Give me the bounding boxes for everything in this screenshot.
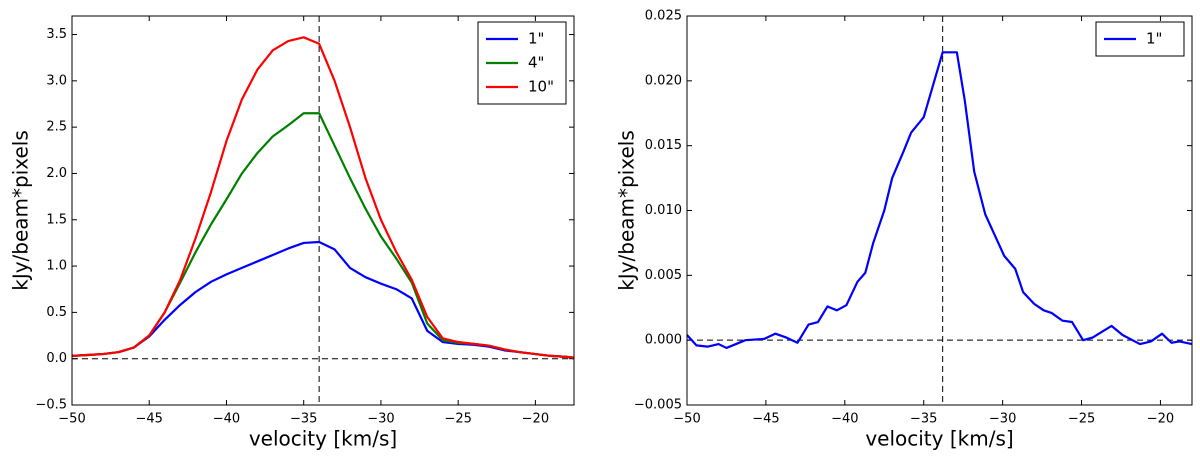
x-tick-label: −30 [989, 412, 1016, 427]
legend-label: 10" [528, 78, 554, 96]
x-tick-label: −35 [910, 412, 937, 427]
y-tick-label: 0.0 [46, 351, 67, 366]
legend-label: 1" [1146, 30, 1162, 48]
x-axis-label: velocity [km/s] [249, 427, 397, 451]
x-tick-label: −30 [367, 412, 394, 427]
x-tick-label: −35 [290, 412, 317, 427]
y-axis-label: kJy/beam*pixels [9, 130, 33, 291]
plot-frame [71, 15, 575, 406]
series-line [686, 51, 1193, 350]
series-line [71, 36, 575, 359]
y-tick-label: 0.025 [645, 9, 682, 24]
y-tick-label: 0.020 [645, 73, 682, 88]
x-tick-label: −40 [213, 412, 240, 427]
y-axis-label: kJy/beam*pixels [615, 130, 639, 291]
legend-label: 1" [528, 30, 544, 48]
y-tick-label: −0.005 [634, 398, 682, 413]
legend-label: 4" [528, 54, 544, 72]
y-tick-label: 0.010 [645, 203, 682, 218]
x-tick-label: −50 [673, 412, 700, 427]
x-tick-label: −20 [522, 412, 549, 427]
y-tick-label: 0.015 [645, 138, 682, 153]
x-tick-label: −25 [1068, 412, 1095, 427]
series-line [71, 112, 575, 359]
y-tick-label: 3.0 [46, 73, 67, 88]
y-tick-label: 0.5 [46, 305, 67, 320]
y-tick-label: 1.5 [46, 212, 67, 227]
x-tick-label: −25 [444, 412, 471, 427]
y-tick-label: 0.005 [645, 268, 682, 283]
y-tick-label: −0.5 [35, 398, 67, 413]
series-line [71, 240, 575, 359]
y-tick-label: 0.000 [645, 333, 682, 348]
x-axis-label: velocity [km/s] [865, 427, 1013, 451]
plot-frame [686, 15, 1193, 406]
y-tick-label: 2.0 [46, 166, 67, 181]
y-tick-label: 1.0 [46, 259, 67, 274]
x-tick-label: −20 [1147, 412, 1174, 427]
x-tick-label: −40 [831, 412, 858, 427]
x-tick-label: −45 [752, 412, 779, 427]
y-tick-label: 2.5 [46, 120, 67, 135]
y-tick-label: 3.5 [46, 27, 67, 42]
x-tick-label: −45 [136, 412, 163, 427]
x-tick-label: −50 [58, 412, 85, 427]
